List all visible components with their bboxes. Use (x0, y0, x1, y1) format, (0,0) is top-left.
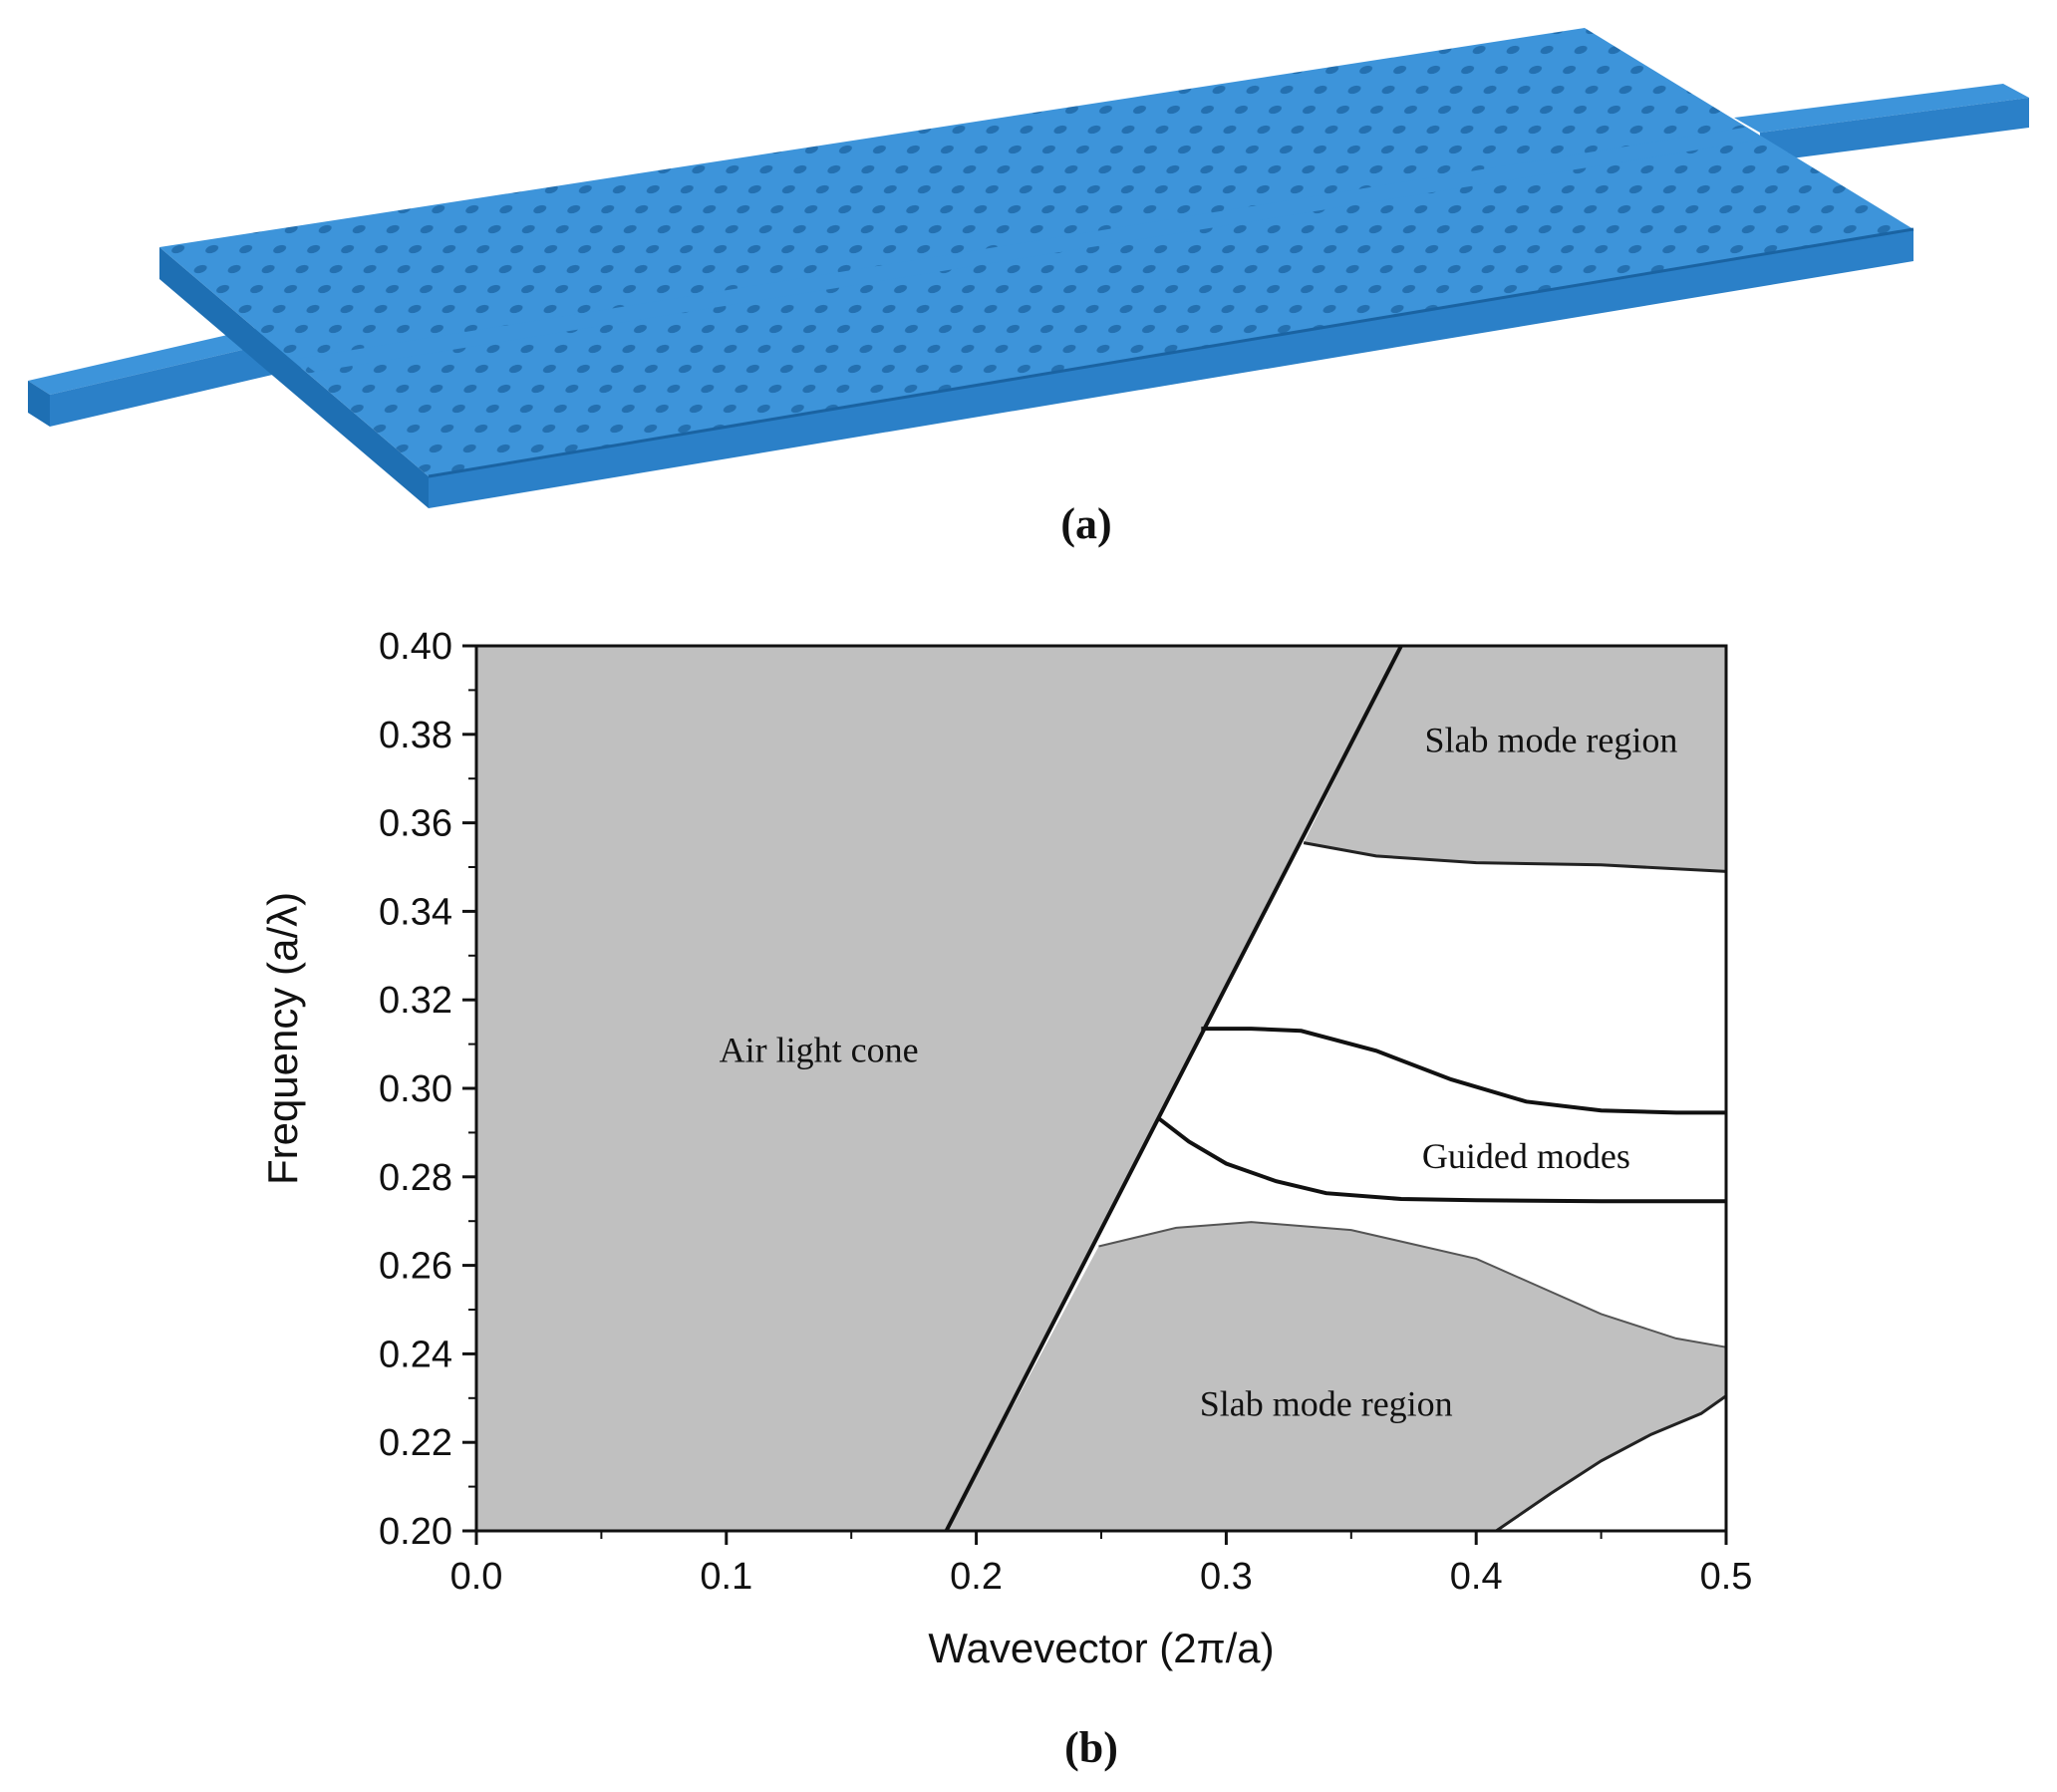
photonic-crystal-waveguide-illustration: (a) (28, 28, 2029, 548)
y-tick-label: 0.26 (379, 1246, 452, 1288)
slab-left-side (159, 247, 429, 508)
panel-a-label: (a) (1060, 499, 1111, 548)
y-axis-title: Frequency (a/λ) (259, 892, 306, 1185)
y-tick-label: 0.20 (379, 1511, 452, 1553)
output-waveguide-top (1734, 84, 2029, 133)
y-tick-label: 0.40 (379, 626, 452, 668)
x-tick-label: 0.2 (950, 1556, 1003, 1598)
x-tick-label: 0.4 (1450, 1556, 1503, 1598)
lower-gap-curve (1495, 1394, 1727, 1533)
panel-b-label: (b) (1064, 1723, 1118, 1772)
lower-slab-mode-region (946, 1222, 1726, 1531)
line-defect (297, 128, 1762, 372)
air-light-cone-region (476, 646, 1401, 1531)
plot-layer: Air light cone Slab mode region Guided mod… (474, 644, 1728, 1533)
y-tick-label: 0.22 (379, 1422, 452, 1464)
light-line (944, 645, 1403, 1532)
y-tick-label: 0.32 (379, 980, 452, 1022)
y-tick-label: 0.30 (379, 1068, 452, 1110)
x-tick-label: 0.5 (1700, 1556, 1753, 1598)
y-tick-label: 0.24 (379, 1334, 452, 1375)
x-tick-label: 0.1 (700, 1556, 752, 1598)
input-waveguide-side (28, 381, 50, 427)
region-label-3: Guided modes (1422, 1136, 1630, 1176)
guided-mode-curve-2 (1157, 1116, 1726, 1204)
x-tick-label: 0.0 (450, 1556, 503, 1598)
lower-slab-edge-curve (1098, 1221, 1727, 1348)
upper-slab-mode-region (1304, 646, 1726, 872)
slab-front-edge (428, 227, 1914, 478)
y-tick-label: 0.38 (379, 715, 452, 756)
upper-slab-edge-curve (1303, 841, 1727, 873)
region-label-1: Air light cone (720, 1030, 919, 1069)
tick-layer: 0.0 0.1 0.2 0.3 0.4 0.5 0.20 0.22 0.24 0.26 0.28 0.… (379, 626, 1752, 1598)
y-tick-label: 0.36 (379, 803, 452, 845)
x-tick-label: 0.3 (1200, 1556, 1253, 1598)
photonic-crystal-waveguide-icon (28, 28, 2029, 508)
region-label-4: Slab mode region (1200, 1384, 1453, 1424)
y-tick-label: 0.28 (379, 1157, 452, 1199)
region-label-2: Slab mode region (1424, 721, 1677, 760)
guided-mode-curve-1 (1201, 1027, 1726, 1115)
y-tick-label: 0.34 (379, 891, 452, 933)
slab-front-side (429, 229, 1913, 508)
band-diagram-chart: Air light cone Slab mode region Guided mod… (259, 626, 1752, 1772)
x-axis-title: Wavevector (2π/a) (928, 1625, 1274, 1671)
output-waveguide-front (1760, 98, 2029, 162)
